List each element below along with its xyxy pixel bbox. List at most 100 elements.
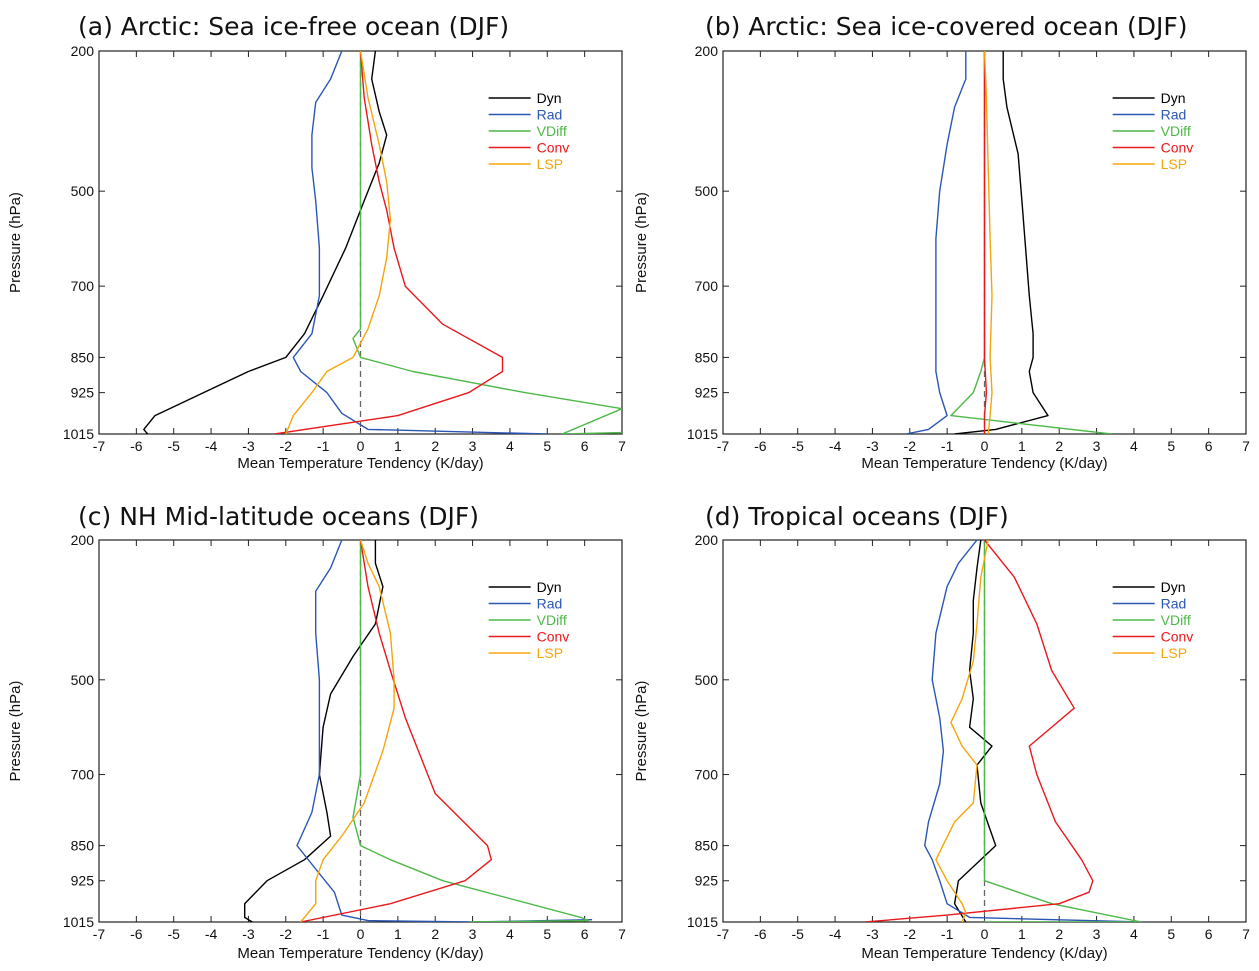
x-tick-label: -5 — [167, 438, 180, 454]
y-axis-label: Pressure (hPa) — [633, 681, 650, 782]
y-axis-label: Pressure (hPa) — [7, 192, 24, 293]
panel-title: (b) Arctic: Sea ice-covered ocean (DJF) — [705, 12, 1188, 41]
y-tick-label: 1015 — [63, 426, 94, 442]
x-tick-label: 2 — [431, 438, 439, 454]
x-tick-label: 6 — [1205, 438, 1213, 454]
y-axis-label: Pressure (hPa) — [633, 192, 650, 293]
y-tick-label: 850 — [695, 838, 719, 854]
x-axis-label: Mean Temperature Tendency (K/day) — [861, 455, 1107, 472]
x-tick-label: 3 — [1093, 438, 1101, 454]
x-tick-label: 6 — [581, 926, 589, 942]
x-tick-label: 3 — [469, 926, 477, 942]
x-tick-label: -1 — [317, 926, 330, 942]
y-tick-label: 850 — [695, 349, 719, 365]
legend-label-rad: Rad — [537, 596, 563, 612]
x-tick-label: -4 — [205, 926, 218, 942]
x-tick-label: -7 — [717, 926, 730, 942]
legend-label-rad: Rad — [537, 107, 563, 123]
x-tick-label: 7 — [618, 926, 626, 942]
x-tick-label: -2 — [280, 926, 293, 942]
x-tick-label: -6 — [130, 438, 143, 454]
series-line-dyn — [954, 51, 1049, 434]
x-tick-label: -7 — [717, 438, 730, 454]
panel-c: (c) NH Mid-latitude oceans (DJF) -7 -6 -5 -4… — [7, 502, 626, 962]
series-line-lsp — [300, 540, 395, 922]
legend-label-dyn: Dyn — [1161, 90, 1186, 106]
x-tick-label: 0 — [357, 438, 365, 454]
y-tick-label: 500 — [71, 183, 95, 199]
legend-label-lsp: LSP — [1161, 645, 1187, 661]
panel-title: (c) NH Mid-latitude oceans (DJF) — [78, 502, 479, 531]
legend-label-dyn: Dyn — [537, 579, 562, 595]
x-tick-label: 3 — [469, 438, 477, 454]
x-tick-label: 4 — [506, 438, 514, 454]
y-tick-label: 925 — [71, 385, 95, 401]
x-tick-label: 1 — [1018, 926, 1026, 942]
y-tick-label: 850 — [71, 838, 95, 854]
series-line-vdiff — [983, 540, 1143, 922]
legend-label-vdiff: VDiff — [1161, 123, 1191, 139]
x-tick-label: 5 — [543, 926, 551, 942]
x-tick-label: -7 — [93, 926, 106, 942]
x-axis-label: Mean Temperature Tendency (K/day) — [861, 945, 1107, 962]
x-tick-label: -5 — [167, 926, 180, 942]
panel-title: (d) Tropical oceans (DJF) — [705, 502, 1009, 531]
x-tick-label: -4 — [829, 438, 842, 454]
y-tick-label: 1015 — [63, 914, 94, 930]
series-line-lsp — [983, 51, 993, 434]
y-tick-label: 500 — [695, 672, 719, 688]
x-tick-label: 1 — [394, 438, 402, 454]
legend-label-vdiff: VDiff — [537, 123, 567, 139]
x-tick-label: -2 — [904, 926, 917, 942]
x-axis-label: Mean Temperature Tendency (K/day) — [237, 455, 483, 472]
y-tick-label: 200 — [71, 532, 95, 548]
y-tick-label: 700 — [695, 278, 719, 294]
x-tick-label: -4 — [205, 438, 218, 454]
y-tick-label: 925 — [695, 873, 719, 889]
y-tick-label: 1015 — [687, 914, 718, 930]
series-line-vdiff — [950, 51, 1112, 434]
legend-label-rad: Rad — [1161, 107, 1187, 123]
legend-label-vdiff: VDiff — [1161, 612, 1191, 628]
y-tick-label: 500 — [695, 183, 719, 199]
legend-label-rad: Rad — [1161, 596, 1187, 612]
x-tick-label: 0 — [357, 926, 365, 942]
x-tick-label: -6 — [754, 926, 767, 942]
x-tick-label: 2 — [431, 926, 439, 942]
panel-b: (b) Arctic: Sea ice-covered ocean (DJF) -… — [633, 12, 1250, 472]
legend-label-lsp: LSP — [537, 156, 563, 172]
legend-label-lsp: LSP — [537, 645, 563, 661]
x-tick-label: -5 — [791, 926, 804, 942]
legend-label-conv: Conv — [537, 629, 570, 645]
x-tick-label: -3 — [242, 438, 255, 454]
series-line-vdiff — [352, 540, 590, 922]
x-tick-label: -6 — [754, 438, 767, 454]
x-tick-label: -1 — [317, 438, 330, 454]
x-tick-label: -6 — [130, 926, 143, 942]
y-axis-label: Pressure (hPa) — [7, 681, 24, 782]
x-tick-label: 0 — [981, 438, 989, 454]
x-tick-label: 4 — [506, 926, 514, 942]
series-line-dyn — [143, 51, 388, 434]
x-tick-label: 4 — [1130, 438, 1138, 454]
x-tick-label: -7 — [93, 438, 106, 454]
x-tick-label: -1 — [941, 438, 954, 454]
x-tick-label: 2 — [1055, 438, 1063, 454]
y-tick-label: 925 — [71, 873, 95, 889]
x-tick-label: 5 — [1167, 438, 1175, 454]
x-tick-label: -1 — [941, 926, 954, 942]
x-tick-label: 6 — [1205, 926, 1213, 942]
legend-label-lsp: LSP — [1161, 156, 1187, 172]
series-line-lsp — [935, 540, 989, 922]
x-tick-label: 2 — [1055, 926, 1063, 942]
x-tick-label: -3 — [866, 926, 879, 942]
x-tick-label: 1 — [1018, 438, 1026, 454]
x-tick-label: -5 — [791, 438, 804, 454]
series-line-conv — [864, 540, 1094, 922]
series-line-conv — [300, 540, 492, 922]
y-tick-label: 200 — [695, 532, 719, 548]
x-tick-label: 7 — [1242, 926, 1250, 942]
series-line-rad — [905, 51, 967, 434]
x-tick-label: -2 — [280, 438, 293, 454]
legend-label-conv: Conv — [537, 140, 570, 156]
